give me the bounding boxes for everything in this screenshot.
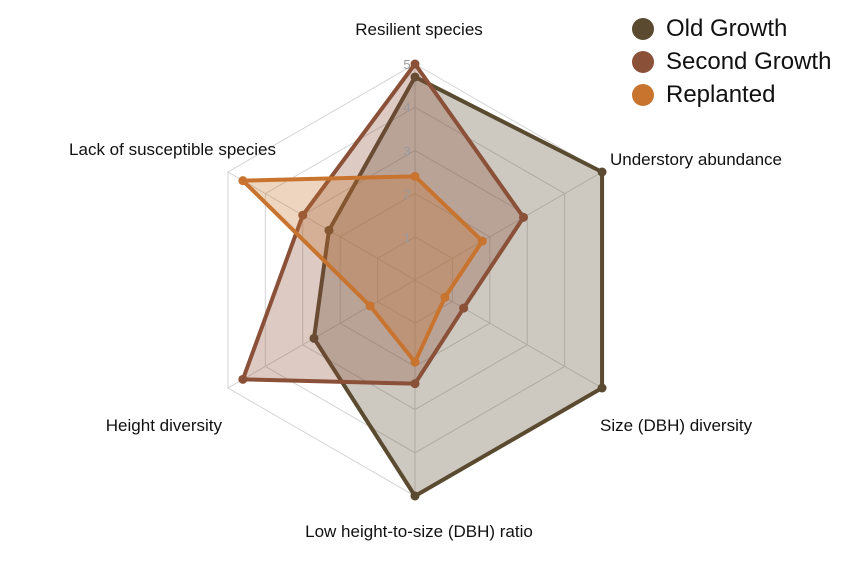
data-point-old-growth-1: [410, 72, 420, 82]
legend-swatch: [632, 17, 654, 40]
data-point-old-growth-2: [597, 167, 607, 177]
data-point-replanted-1: [410, 171, 420, 181]
data-point-second-growth-4: [410, 379, 420, 389]
tick-label-3: 3: [403, 143, 410, 158]
series-areas: [238, 59, 607, 501]
grid-spoke-5: [227, 279, 416, 389]
legend-label: Replanted: [666, 80, 776, 108]
tick-label-5: 5: [403, 57, 410, 72]
data-point-replanted-6: [238, 176, 248, 186]
data-point-second-growth-1: [410, 59, 420, 69]
tick-label-4: 4: [403, 100, 410, 115]
tick-label-1: 1: [403, 230, 410, 245]
chart-legend: Old Growth Second Growth Replanted: [632, 12, 831, 111]
legend-item-replanted: Replanted: [632, 78, 831, 111]
axis-label-understory-abundance: Understory abundance: [610, 150, 782, 169]
data-point-old-growth-3: [597, 383, 607, 393]
data-point-second-growth-2: [518, 212, 528, 222]
data-point-second-growth-5: [238, 374, 248, 384]
legend-item-second-growth: Second Growth: [632, 45, 831, 78]
data-point-replanted-3: [440, 292, 450, 302]
axis-label-height-diversity: Height diversity: [106, 416, 223, 435]
legend-label: Old Growth: [666, 14, 788, 42]
data-point-old-growth-5: [309, 333, 319, 343]
data-point-second-growth-3: [459, 303, 469, 313]
axis-label-resilient-species: Resilient species: [355, 20, 483, 39]
axis-label-low-height-to-size-ratio: Low height-to-size (DBH) ratio: [305, 522, 533, 541]
data-point-old-growth-6: [324, 225, 334, 235]
data-point-replanted-4: [410, 357, 420, 367]
legend-item-old-growth: Old Growth: [632, 12, 831, 45]
grid-spoke-2: [414, 171, 603, 281]
data-point-replanted-2: [477, 236, 487, 246]
tick-labels: 1 2 3 4 5: [403, 57, 410, 245]
axis-label-size-diversity: Size (DBH) diversity: [600, 416, 753, 435]
data-point-old-growth-4: [410, 491, 420, 501]
legend-swatch: [632, 83, 654, 106]
legend-swatch: [632, 50, 654, 73]
tick-label-2: 2: [403, 187, 410, 202]
grid-spoke-6: [227, 171, 416, 281]
data-point-second-growth-6: [298, 210, 308, 220]
axis-label-lack-of-susceptible-species: Lack of susceptible species: [69, 140, 276, 159]
legend-label: Second Growth: [666, 47, 832, 75]
axis-labels: Resilient species Understory abundance S…: [69, 20, 782, 541]
data-point-replanted-5: [365, 301, 375, 311]
